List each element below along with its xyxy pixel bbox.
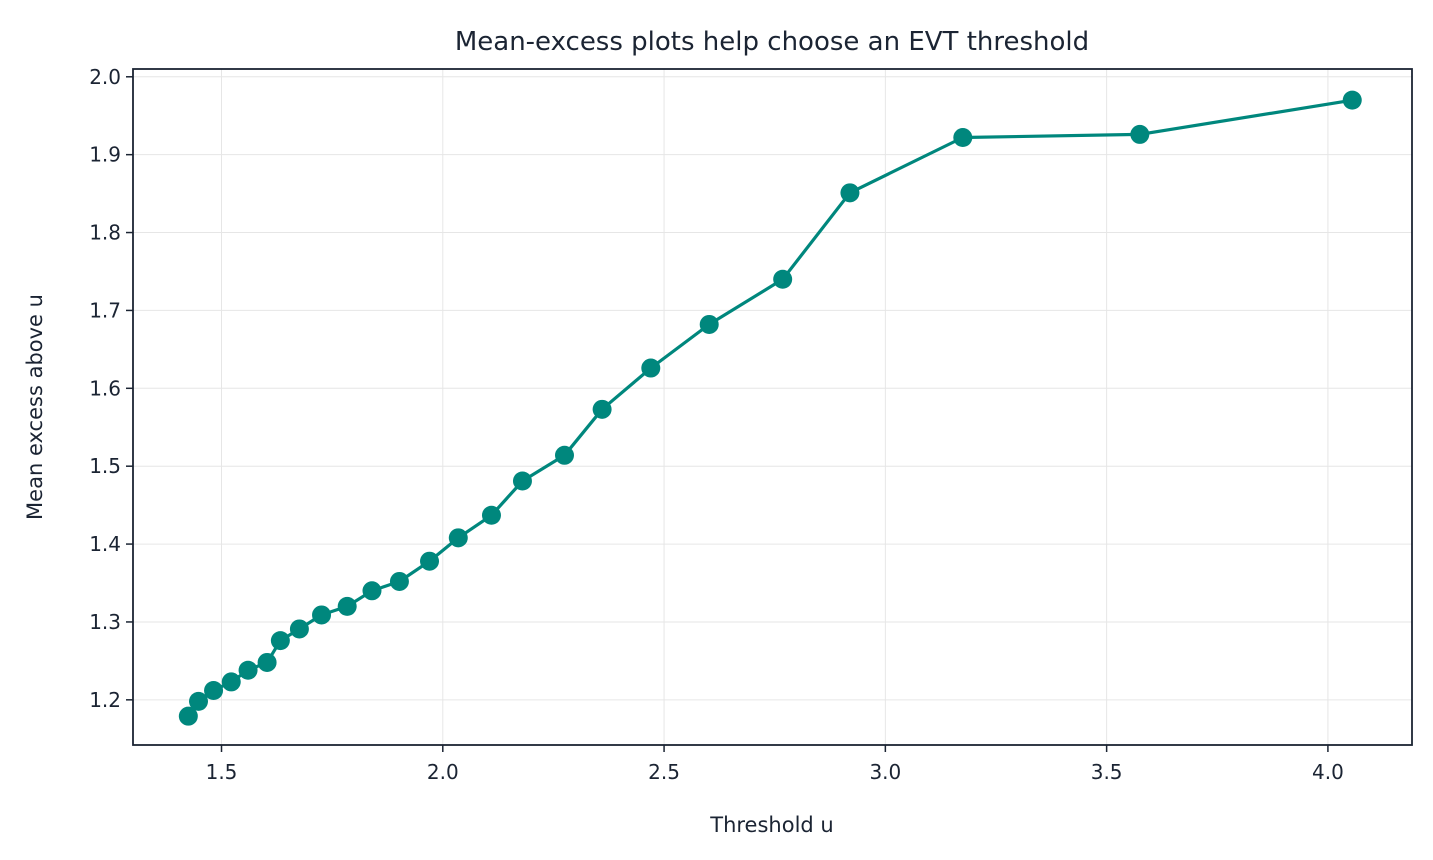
data-point: [221, 672, 241, 692]
data-point: [554, 445, 574, 465]
data-point: [699, 314, 719, 334]
x-tick-label: 3.0: [869, 760, 901, 784]
data-point: [188, 691, 208, 711]
x-tick-label: 3.5: [1091, 760, 1123, 784]
data-point: [389, 571, 409, 591]
data-point: [448, 528, 468, 548]
data-point: [362, 581, 382, 601]
x-tick-label: 4.0: [1312, 760, 1344, 784]
data-point: [512, 471, 532, 491]
data-point: [953, 128, 973, 148]
plot-frame: [132, 68, 1413, 746]
x-tick-label: 2.5: [648, 760, 680, 784]
data-point: [337, 596, 357, 616]
data-point: [238, 660, 258, 680]
y-tick-label: 1.8: [89, 221, 121, 245]
x-axis-ticks: 1.5 2.0 2.5 3.0 3.5 4.0: [206, 745, 1344, 784]
data-point: [178, 706, 198, 726]
y-axis-ticks: 1.2 1.3 1.4 1.5 1.6 1.7 1.8 1.9 2.0: [89, 65, 133, 712]
data-point: [1130, 124, 1150, 144]
data-point: [204, 680, 224, 700]
data-point: [289, 619, 309, 639]
y-tick-label: 1.7: [89, 298, 121, 322]
y-tick-label: 1.9: [89, 143, 121, 167]
x-tick-label: 2.0: [427, 760, 459, 784]
data-point: [257, 652, 277, 672]
y-tick-label: 1.2: [89, 688, 121, 712]
data-point: [481, 505, 501, 525]
data-point: [420, 551, 440, 571]
series-line: [186, 98, 1353, 718]
grid-lines: [133, 69, 1412, 745]
data-point: [312, 605, 332, 625]
y-tick-label: 1.4: [89, 532, 121, 556]
data-point: [641, 358, 661, 378]
data-point: [773, 269, 793, 289]
chart-title: Mean-excess plots help choose an EVT thr…: [455, 27, 1089, 57]
y-tick-label: 1.5: [89, 454, 121, 478]
y-tick-label: 1.3: [89, 610, 121, 634]
data-point: [270, 631, 290, 651]
series-group: [178, 90, 1362, 726]
y-tick-label: 2.0: [89, 65, 121, 89]
data-point: [840, 183, 860, 203]
x-axis-label: Threshold u: [709, 813, 833, 837]
data-point: [1342, 90, 1362, 110]
x-tick-label: 1.5: [206, 760, 238, 784]
data-point: [592, 399, 612, 419]
y-tick-label: 1.6: [89, 376, 121, 400]
y-axis-label: Mean excess above u: [23, 294, 47, 520]
